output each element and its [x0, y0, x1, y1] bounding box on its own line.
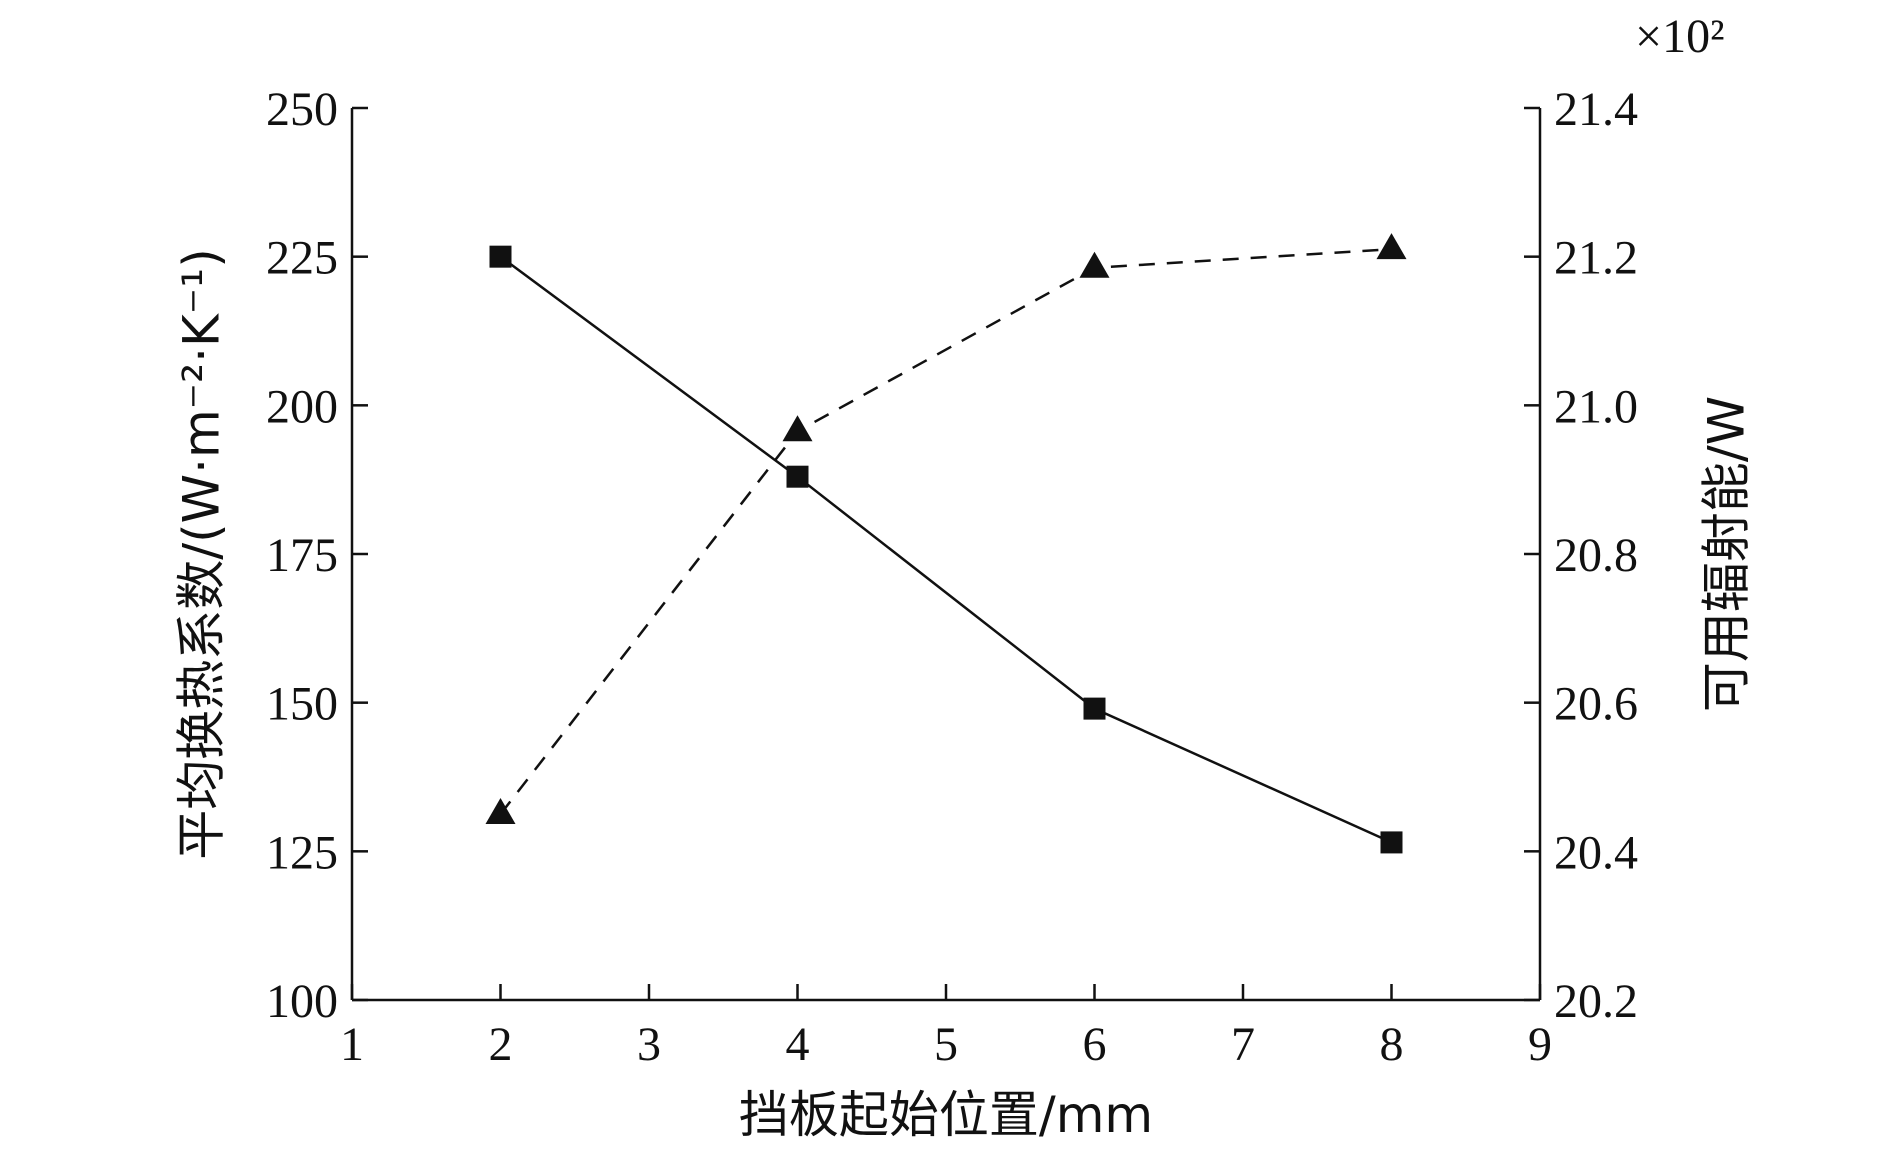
y-left-tick-label: 225 [266, 232, 338, 285]
triangle-marker [1376, 233, 1407, 260]
y-right-tick-label: 20.4 [1554, 826, 1638, 879]
series-layer [499, 247, 1393, 844]
marker-layer [485, 233, 1407, 854]
ticks [350, 106, 1542, 1002]
triangle-marker [485, 798, 516, 825]
series-line-right [499, 247, 1392, 815]
x-tick-label: 5 [934, 1018, 958, 1071]
triangle-marker [782, 415, 813, 442]
y-right-tick-label: 21.2 [1554, 232, 1638, 285]
y-right-tick-label: 21.4 [1554, 83, 1638, 136]
axes [350, 108, 1542, 1002]
x-tick-label: 8 [1380, 1018, 1404, 1071]
x-tick-label: 9 [1528, 1018, 1552, 1071]
x-tick-label: 3 [637, 1018, 661, 1071]
y-left-tick-label: 200 [266, 380, 338, 433]
y-left-tick-label: 250 [266, 83, 338, 136]
series-line-left [499, 255, 1393, 844]
y-left-tick-label: 175 [266, 529, 338, 582]
y-left-tick-label: 125 [266, 826, 338, 879]
left-y-axis-title: 平均换热系数/(W·m⁻²·K⁻¹) [173, 248, 231, 859]
y-right-tick-label: 21.0 [1554, 380, 1638, 433]
y-right-tick-label: 20.8 [1554, 529, 1638, 582]
x-tick-label: 1 [340, 1018, 364, 1071]
square-marker [1083, 697, 1106, 720]
y-right-tick-label: 20.6 [1554, 678, 1638, 731]
x-axis-title: 挡板起始位置/mm [739, 1086, 1153, 1144]
square-marker [489, 245, 512, 268]
triangle-marker [1079, 251, 1110, 278]
right-y-axis-title: 可用辐射能/W [1698, 396, 1756, 712]
y-left-tick-label: 150 [266, 678, 338, 731]
x-tick-label: 4 [786, 1018, 810, 1071]
x-tick-label: 2 [489, 1018, 513, 1071]
y-right-tick-label: 20.2 [1554, 975, 1638, 1028]
x-tick-label: 7 [1231, 1018, 1255, 1071]
x-tick-label: 6 [1083, 1018, 1107, 1071]
square-marker [786, 465, 809, 488]
tick-labels: 1 2 3 4 5 6 7 8 9 100 125 150 175 200 225 250 20.2 20.4 20… [266, 83, 1638, 1071]
square-marker [1380, 831, 1403, 854]
y-left-tick-label: 100 [266, 975, 338, 1028]
right-axis-multiplier: ×10² [1635, 10, 1724, 63]
